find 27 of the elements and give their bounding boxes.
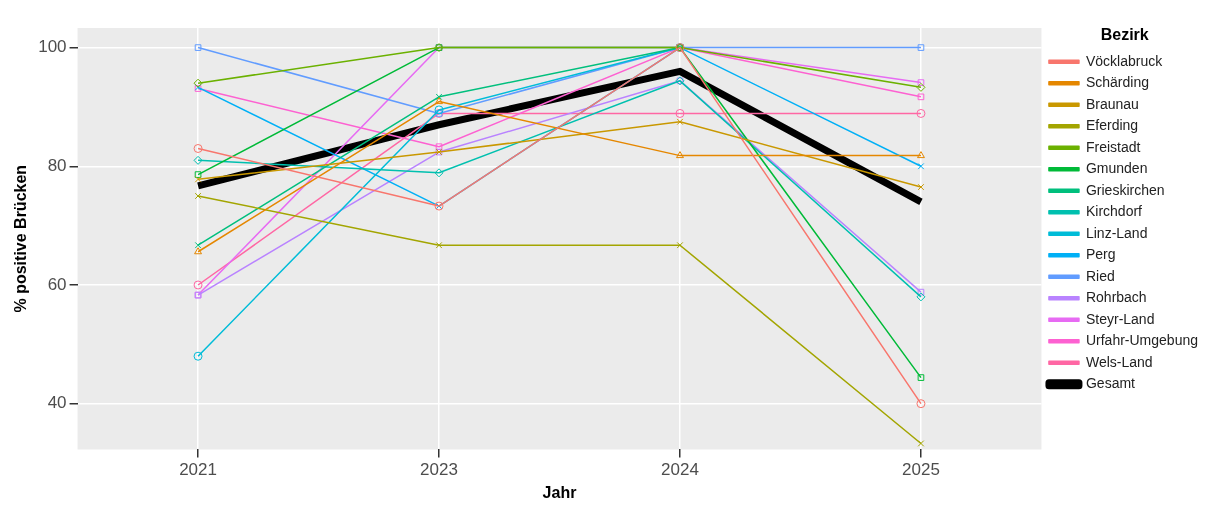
legend-label: Freistadt — [1085, 138, 1141, 155]
legend-label: Kirchdorf — [1085, 203, 1143, 220]
x-axis-title: Jahr — [542, 483, 577, 501]
y-tick-label: 100 — [38, 37, 67, 57]
legend-label: Ried — [1085, 267, 1115, 284]
x-tick-label: 2024 — [661, 460, 699, 480]
legend-label: Wels-Land — [1085, 353, 1153, 370]
x-tick-label: 2021 — [179, 460, 217, 480]
x-tick-label: 2025 — [902, 460, 940, 480]
legend-label: Steyr-Land — [1085, 310, 1155, 327]
legend-label: Eferding — [1085, 117, 1139, 134]
legend-label: Rohrbach — [1085, 289, 1147, 306]
legend-label: Linz-Land — [1085, 224, 1148, 241]
y-axis-title: % positive Brücken — [12, 164, 30, 313]
legend-label: Urfahr-Umgebung — [1085, 332, 1199, 349]
legend-label: Grieskirchen — [1085, 181, 1165, 198]
legend-label: Braunau — [1085, 95, 1139, 112]
legend-label: Vöcklabruck — [1085, 52, 1164, 69]
y-tick-label: 40 — [47, 393, 67, 413]
y-tick-label: 80 — [47, 155, 67, 175]
legend-label: Schärding — [1085, 74, 1149, 91]
legend-label: Gmunden — [1085, 160, 1148, 177]
y-tick-label: 60 — [47, 274, 67, 294]
x-tick-label: 2023 — [420, 460, 458, 480]
legend-title: Bezirk — [1100, 26, 1149, 44]
legend-label: Gesamt — [1085, 375, 1136, 392]
legend-label: Perg — [1085, 246, 1116, 263]
